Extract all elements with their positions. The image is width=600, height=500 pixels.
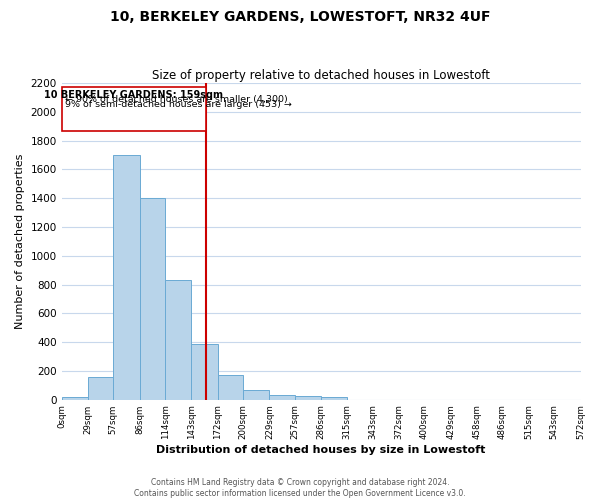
Y-axis label: Number of detached properties: Number of detached properties: [15, 154, 25, 329]
Text: ← 90% of detached houses are smaller (4,300): ← 90% of detached houses are smaller (4,…: [65, 96, 288, 104]
Bar: [140, 198, 165, 400]
Text: 10, BERKELEY GARDENS, LOWESTOFT, NR32 4UF: 10, BERKELEY GARDENS, LOWESTOFT, NR32 4U…: [110, 10, 490, 24]
Bar: [62, 397, 88, 400]
Text: 9% of semi-detached houses are larger (453) →: 9% of semi-detached houses are larger (4…: [65, 100, 292, 108]
X-axis label: Distribution of detached houses by size in Lowestoft: Distribution of detached houses by size …: [157, 445, 486, 455]
Bar: [218, 375, 243, 400]
Text: 10 BERKELEY GARDENS: 159sqm: 10 BERKELEY GARDENS: 159sqm: [44, 90, 223, 101]
Bar: [191, 344, 218, 400]
Bar: [113, 155, 140, 400]
Bar: [88, 376, 113, 400]
Text: Contains HM Land Registry data © Crown copyright and database right 2024.
Contai: Contains HM Land Registry data © Crown c…: [134, 478, 466, 498]
Bar: [295, 396, 321, 400]
Bar: [321, 397, 347, 400]
Title: Size of property relative to detached houses in Lowestoft: Size of property relative to detached ho…: [152, 69, 490, 82]
Bar: [269, 394, 295, 400]
Bar: [243, 390, 269, 400]
Bar: [165, 280, 191, 400]
Bar: [62, 88, 206, 130]
